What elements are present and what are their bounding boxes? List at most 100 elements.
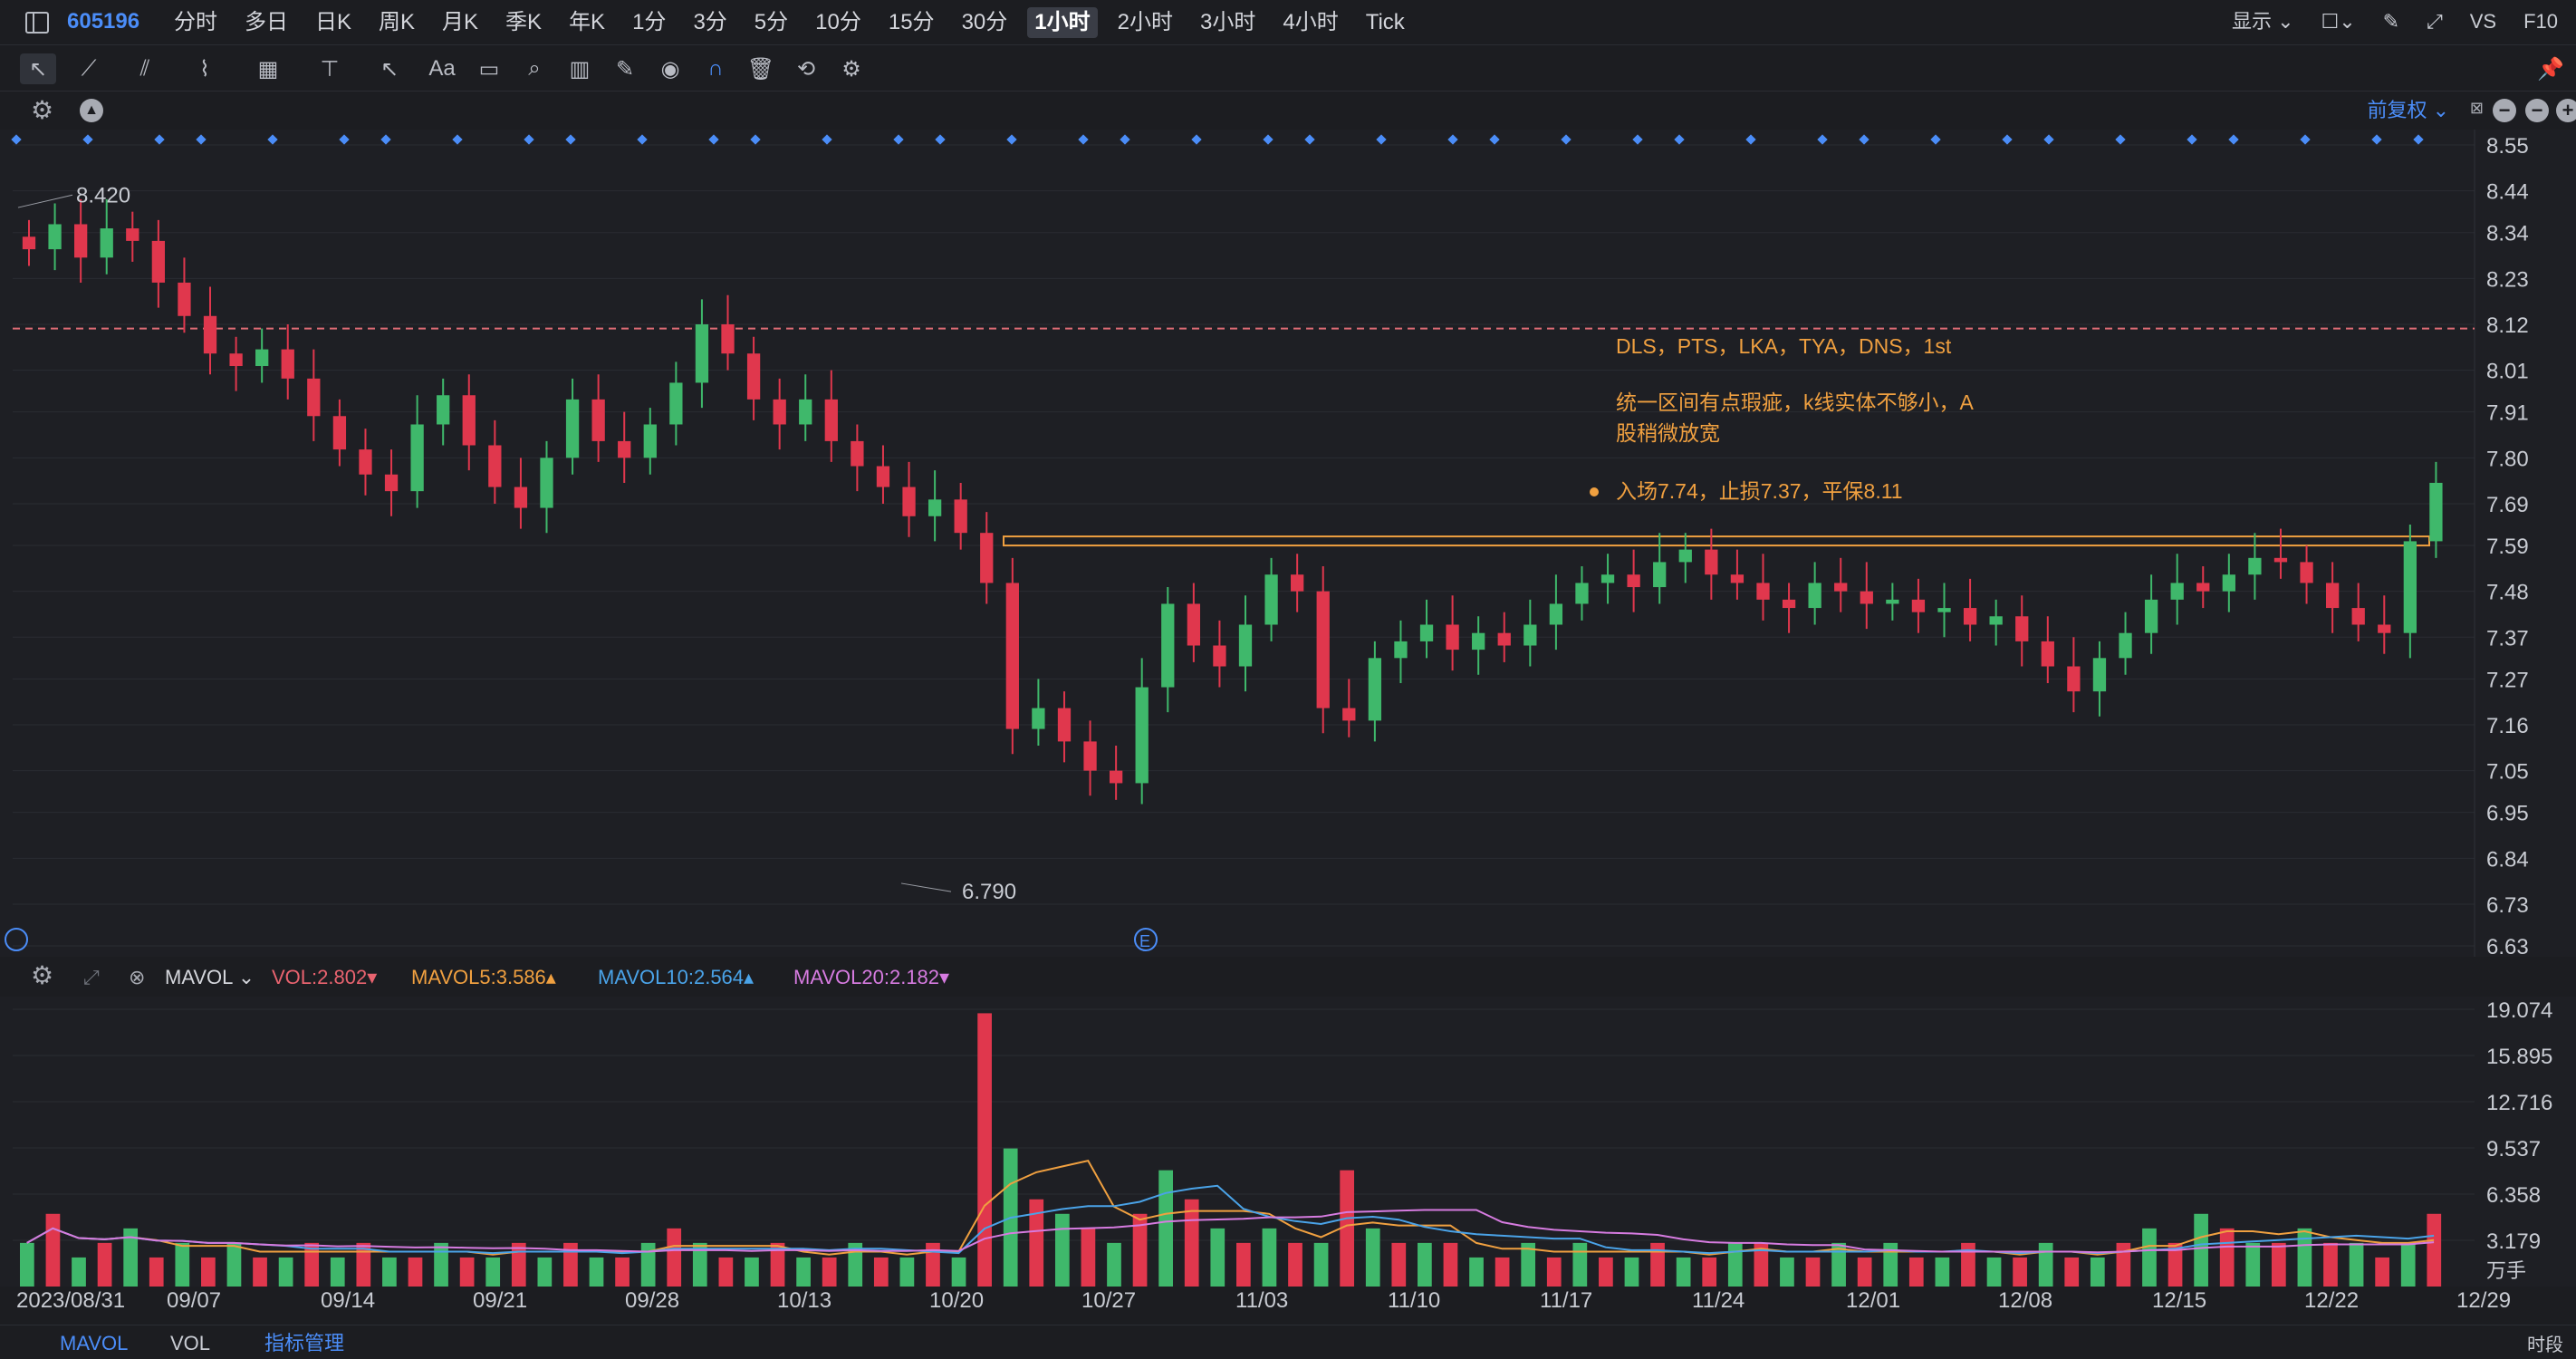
candle-body bbox=[2196, 583, 2210, 592]
minimize-icon[interactable]: − bbox=[2525, 99, 2549, 122]
zoom-icon[interactable]: ⌕ bbox=[528, 56, 541, 81]
timeframe-tab[interactable]: 3分 bbox=[693, 10, 727, 34]
volume-tick-label: 15.895 bbox=[2486, 1045, 2552, 1069]
wave-tool-icon[interactable]: ⌇ bbox=[199, 56, 210, 82]
line-tool-icon[interactable]: ⟋ bbox=[81, 56, 97, 81]
volume-bar bbox=[1702, 1257, 1717, 1287]
vs-button[interactable]: VS bbox=[2469, 10, 2497, 33]
candle-body bbox=[2325, 583, 2340, 609]
adjust-dropdown[interactable]: 前复权 ⌄ bbox=[2367, 99, 2449, 121]
candle-body bbox=[1808, 583, 1821, 609]
candle-body bbox=[229, 353, 243, 367]
event-dot bbox=[524, 134, 534, 145]
timeframe-tab[interactable]: 15分 bbox=[888, 10, 935, 34]
pen-icon[interactable]: ✎ bbox=[2382, 10, 2400, 33]
candle-body bbox=[126, 228, 139, 241]
pin-icon[interactable]: 📌 bbox=[2537, 56, 2564, 82]
magnet-icon[interactable]: ∩ bbox=[707, 56, 724, 81]
layout-icon[interactable]: ☐⌄ bbox=[2321, 10, 2356, 33]
timeframe-tabs: 分时 多日 日K 周K 月K 季K 年K 1分 3分 5分 10分 15分 30分 1小时 2小时 3小时 4小… bbox=[167, 7, 1425, 38]
tab-vol[interactable]: VOL bbox=[170, 1332, 211, 1354]
indicator-dropdown[interactable]: MAVOL ⌄ bbox=[165, 966, 255, 988]
volume-bar bbox=[667, 1228, 682, 1287]
volume-bar bbox=[1650, 1242, 1665, 1287]
timeframe-tab[interactable]: 年K bbox=[569, 10, 606, 34]
cursor-icon[interactable]: ↖ bbox=[20, 53, 56, 84]
volume-bar bbox=[977, 1013, 992, 1287]
volume-settings-icon[interactable]: ⚙ bbox=[31, 961, 54, 989]
timeframe-tab[interactable]: 周K bbox=[379, 10, 416, 34]
candle-body bbox=[1109, 770, 1123, 784]
event-dot bbox=[2413, 134, 2424, 145]
volume-bar bbox=[1521, 1242, 1536, 1287]
comment-tool-icon[interactable]: ▭ bbox=[478, 56, 500, 82]
timeframe-tab[interactable]: 10分 bbox=[815, 10, 861, 34]
timeframe-tab[interactable]: Tick bbox=[1365, 10, 1405, 34]
volume-bar bbox=[951, 1257, 966, 1287]
candle-body bbox=[255, 349, 269, 367]
timeframe-tab[interactable]: 季K bbox=[505, 10, 543, 34]
event-dot bbox=[1078, 134, 1089, 145]
settings-icon[interactable]: ⚙ bbox=[841, 56, 861, 82]
volume-bar bbox=[926, 1242, 940, 1287]
collapse-up-icon[interactable]: ▲ bbox=[80, 99, 103, 122]
chart-type-icon[interactable]: ▥ bbox=[569, 56, 591, 82]
event-dot bbox=[452, 134, 463, 145]
fib-tool-icon[interactable]: ▦ bbox=[257, 56, 279, 82]
volume-bar bbox=[822, 1257, 837, 1287]
tab-mavol[interactable]: MAVOL bbox=[60, 1332, 129, 1354]
measure-tool-icon[interactable]: ⊤ bbox=[320, 56, 340, 82]
volume-bar bbox=[1262, 1228, 1277, 1287]
timeframe-tab[interactable]: 5分 bbox=[754, 10, 789, 34]
chart-settings-icon[interactable]: ⚙ bbox=[31, 96, 54, 124]
candle-body bbox=[514, 487, 528, 508]
eye-icon[interactable]: ◉ bbox=[660, 56, 680, 82]
trash-icon[interactable]: 🗑 bbox=[746, 56, 775, 82]
volume-bar bbox=[149, 1257, 164, 1287]
candle-body bbox=[2170, 583, 2184, 600]
tab-indicator-manage[interactable]: 指标管理 bbox=[264, 1332, 345, 1354]
close-icon[interactable]: ⊗ bbox=[129, 966, 146, 988]
display-dropdown[interactable]: 显示 ⌄ bbox=[2231, 10, 2294, 33]
timeframe-tab[interactable]: 2小时 bbox=[1117, 10, 1173, 34]
event-dot bbox=[565, 134, 576, 145]
date-tick-label: 09/28 bbox=[625, 1288, 679, 1313]
price-tick-label: 8.12 bbox=[2486, 313, 2529, 338]
price-tick-label: 7.80 bbox=[2486, 447, 2529, 471]
f10-button[interactable]: F10 bbox=[2523, 10, 2558, 33]
timeframe-tab[interactable]: 4小时 bbox=[1283, 10, 1339, 34]
volume-bar bbox=[1805, 1257, 1821, 1287]
xy-icon[interactable]: ⊠ bbox=[2469, 99, 2484, 117]
date-tick-label: 11/17 bbox=[1540, 1288, 1592, 1313]
timeframe-tab[interactable]: 月K bbox=[442, 10, 479, 34]
event-dot bbox=[935, 134, 946, 145]
brush-icon[interactable]: ✎ bbox=[615, 56, 635, 82]
stock-symbol[interactable]: 605196 bbox=[67, 9, 140, 34]
zoom-in-icon[interactable]: + bbox=[2556, 99, 2576, 122]
fullscreen-icon[interactable]: ⤢ bbox=[2427, 10, 2443, 33]
text-tool-icon[interactable]: Aa bbox=[428, 56, 456, 81]
candle-body bbox=[1161, 603, 1175, 688]
candle-body bbox=[721, 323, 735, 354]
candle-body bbox=[669, 382, 683, 425]
timeframe-tab[interactable]: 1分 bbox=[632, 10, 667, 34]
channel-tool-icon[interactable]: ⫽ bbox=[139, 56, 150, 81]
timeframe-tab[interactable]: 日K bbox=[315, 10, 352, 34]
timeframe-tab[interactable]: 分时 bbox=[174, 10, 217, 34]
event-marker bbox=[1134, 928, 1158, 951]
candle-body bbox=[437, 395, 450, 425]
panel-toggle-icon[interactable] bbox=[25, 12, 49, 34]
timeframe-tab[interactable]: 30分 bbox=[961, 10, 1008, 34]
timeframe-tab[interactable]: 多日 bbox=[245, 10, 288, 34]
sync-icon[interactable]: ⟲ bbox=[796, 56, 816, 82]
expand-icon[interactable]: ⤢ bbox=[83, 966, 100, 988]
timeframe-tab[interactable]: 3小时 bbox=[1199, 10, 1256, 34]
zoom-out-icon[interactable]: − bbox=[2493, 99, 2516, 122]
arrow-tool-icon[interactable]: ↖ bbox=[380, 56, 399, 82]
candle-body bbox=[1368, 658, 1382, 721]
candle-body bbox=[980, 533, 994, 583]
event-dot bbox=[339, 134, 350, 145]
timeframe-tab[interactable]: 1小时 bbox=[1027, 7, 1098, 38]
candle-body bbox=[824, 399, 838, 441]
